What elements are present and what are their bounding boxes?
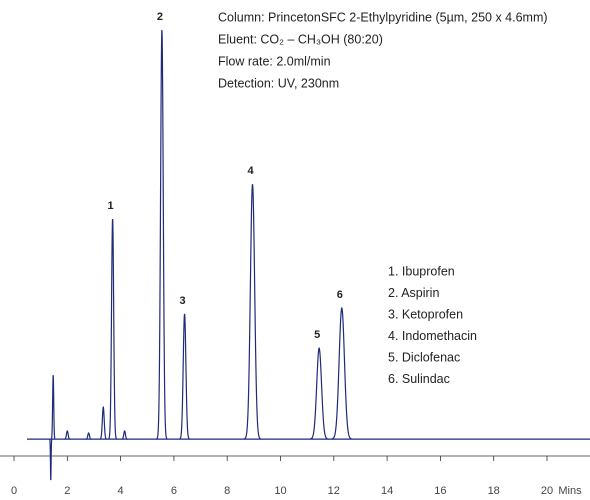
peak (309, 346, 329, 440)
x-tick-label: 10 (274, 485, 286, 497)
peak (49, 438, 53, 481)
peak-label: 1 (108, 200, 114, 212)
x-tick-label: 18 (488, 485, 500, 497)
peak (99, 406, 108, 440)
legend-entry: 3. Ketoprofen (388, 307, 463, 321)
x-tick-label: 4 (118, 485, 124, 497)
x-tick-label: 0 (11, 485, 17, 497)
peak (85, 432, 92, 440)
peak-label: 6 (337, 289, 343, 301)
legend-entry: 5. Diclofenac (388, 350, 460, 364)
annotation-line: Detection: UV, 230nm (218, 76, 339, 90)
peak (121, 430, 128, 440)
peak-label: 5 (314, 329, 320, 341)
peak (50, 375, 56, 440)
peak-label: 3 (179, 295, 185, 307)
x-tick-label: 20 (541, 485, 553, 497)
annotation-line: Flow rate: 2.0ml/min (218, 54, 331, 68)
peak (156, 29, 168, 440)
annotation-line: Eluent: CO₂ – CH₃OH (80:20) (218, 32, 383, 46)
x-tick-label: 16 (434, 485, 446, 497)
annotation-line: Column: PrincetonSFC 2-Ethylpyridine (5µ… (218, 10, 548, 24)
peak-label: 2 (157, 11, 163, 23)
peak (243, 184, 262, 440)
legend: 1. Ibuprofen 2. Aspirin 3. Ketoprofen 4. In… (388, 264, 477, 386)
peak (179, 313, 190, 440)
peak-label: 4 (247, 165, 254, 177)
peak (331, 306, 353, 440)
legend-entry: 4. Indomethacin (388, 329, 477, 343)
legend-entry: 1. Ibuprofen (388, 264, 455, 278)
legend-entry: 2. Aspirin (388, 286, 439, 300)
peak (64, 430, 71, 440)
annotation: Column: PrincetonSFC 2-Ethylpyridine (5µ… (218, 10, 548, 90)
x-axis-label: Mins (558, 485, 582, 497)
x-tick-label: 8 (224, 485, 230, 497)
x-tick-label: 2 (64, 485, 70, 497)
x-tick-label: 14 (381, 485, 393, 497)
peak (108, 218, 118, 440)
x-tick-label: 12 (328, 485, 340, 497)
x-tick-label: 6 (171, 485, 177, 497)
legend-entry: 6. Sulindac (388, 372, 450, 386)
